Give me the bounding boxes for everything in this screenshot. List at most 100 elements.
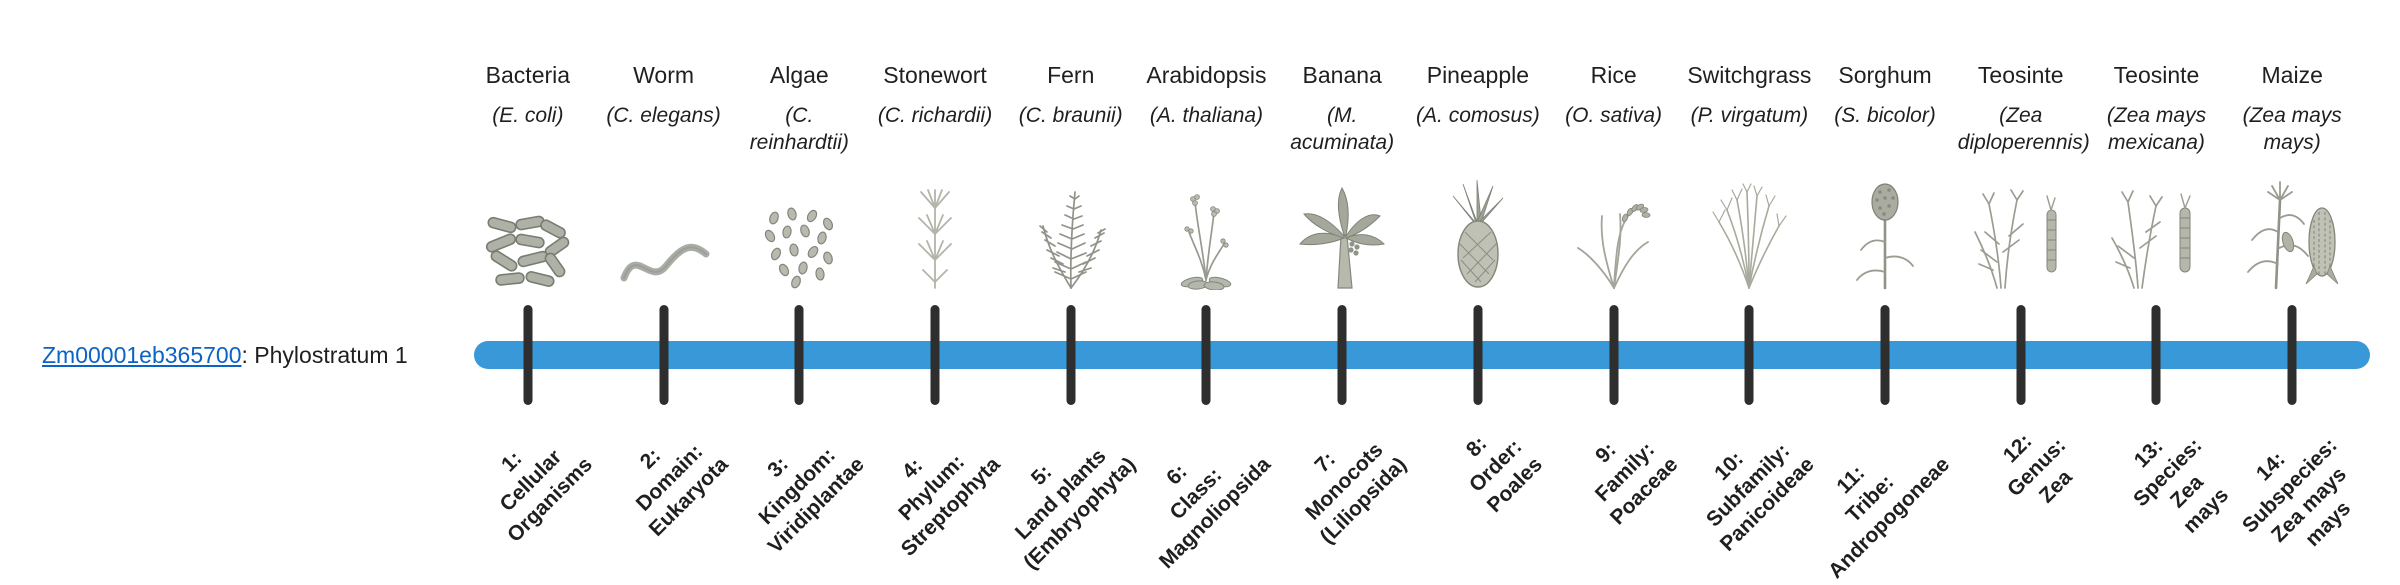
fern-icon — [1038, 191, 1106, 289]
phylostratum-tick — [2151, 305, 2161, 405]
pineapple-icon — [1452, 179, 1504, 288]
phylostratum-column: Switchgrass (P. virgatum) 10: Subfamily:… — [1681, 0, 1818, 580]
organism-name: Teosinte — [1977, 62, 2064, 88]
organism-scientific-name: (C. elegans) — [606, 104, 721, 127]
phylostratum-column: Sorghum (S. bicolor) 11: Tribe: Andropog… — [1817, 0, 1954, 583]
organism-illustration — [1681, 162, 1817, 290]
organism-illustration — [1003, 162, 1139, 290]
organism-scientific-name: (A. comosus) — [1416, 104, 1540, 127]
phylostratum-tick — [1473, 305, 1483, 405]
organism-illustration — [1953, 162, 2089, 290]
organism-name: Stonewort — [883, 62, 987, 88]
organism-illustration — [1546, 162, 1682, 290]
organism-scientific-name: (E. coli) — [492, 104, 564, 127]
maize-icon — [2247, 181, 2339, 290]
switchgrass-icon — [1712, 183, 1787, 289]
phylostratum-tick — [1201, 305, 1211, 405]
phylostratum-tick — [659, 305, 669, 405]
arabidopsis-icon — [1181, 194, 1232, 290]
phylostratum-tick — [1337, 305, 1347, 405]
phylostratum-tick — [2016, 305, 2026, 405]
organism-scientific-name: (Zea diploperennis) — [1957, 104, 2090, 155]
gene-link[interactable]: Zm00001eb365700 — [42, 342, 242, 368]
phylostrata-bar — [474, 341, 2370, 369]
phylostratum-column: Bacteria (E. coli) 1: Cellular Organisms — [460, 0, 597, 580]
phylostratum-label: 7: Monocots (Liliopsida) — [1301, 438, 1412, 549]
phylostratum-tick — [1744, 305, 1754, 405]
phylostratum-tick — [1880, 305, 1890, 405]
phylostratum-column: Arabidopsis (A. thaliana) 6: Class: Magn… — [1139, 0, 1275, 580]
organism-illustration — [2224, 162, 2360, 290]
organism-illustration — [1410, 162, 1546, 290]
phylostratum-column: Teosinte (Zea mays mexicana) 13: Species… — [2089, 0, 2233, 580]
organism-name: Worm — [633, 62, 695, 88]
phylostratum-tick — [930, 305, 940, 405]
organism-illustration — [731, 162, 867, 290]
phylostratum-label: 4: Phylum: Streptophyta — [893, 450, 1004, 561]
phylostratum-column: Maize (Zea mays mays) 14: Subspecies: Ze… — [2224, 0, 2360, 580]
organism-illustration — [867, 162, 1003, 290]
phylostratum-column: Fern (C. braunii) 5: Land plants (Embryo… — [1003, 0, 1139, 580]
bacteria-icon — [485, 215, 570, 287]
phylostratum-label: 6: Class: Magnoliopsida — [1155, 452, 1276, 573]
algae-icon — [765, 207, 834, 289]
phylostratum-label: 3: Kingdom: Viridiplantae — [753, 443, 869, 558]
phylostratum-tick — [2287, 305, 2297, 405]
phylostratum-tick — [794, 305, 804, 405]
organism-name: Algae — [769, 62, 829, 88]
organism-name: Bacteria — [485, 62, 571, 88]
phylostratum-column: Rice (O. sativa) 9: Family: Poaceae — [1546, 0, 1682, 580]
organism-scientific-name: (C. braunii) — [1018, 104, 1123, 127]
organism-scientific-name: (O. sativa) — [1565, 104, 1663, 127]
organism-scientific-name: (S. bicolor) — [1834, 104, 1936, 127]
phylostratum-label: 14: Subspecies: Zea mays mays — [2238, 433, 2356, 551]
phylostratum-tick — [1609, 305, 1619, 405]
phylostratum-suffix: : Phylostratum 1 — [241, 342, 408, 368]
phylostratum-label: 8: Order: Poales — [1462, 432, 1547, 517]
phylostratum-column: Banana (M. acuminata) 7: Monocots (Lilio… — [1274, 0, 1412, 580]
phylostratum-label: 12: Genus: Zea — [1999, 429, 2077, 508]
phylostratum-label: 1: Cellular Organisms — [495, 445, 597, 547]
phylostrata-columns: Bacteria (E. coli) 1: Cellular Organisms… — [460, 0, 2360, 583]
organism-illustration — [596, 162, 732, 290]
organism-illustration — [460, 162, 596, 290]
organism-name: Switchgrass — [1687, 62, 1812, 88]
organism-scientific-name: (M. acuminata) — [1290, 104, 1395, 155]
organism-illustration — [1139, 162, 1275, 290]
organism-scientific-name: (C. reinhardtii) — [749, 104, 849, 155]
organism-name: Maize — [2261, 62, 2323, 88]
organism-scientific-name: (Zea mays mexicana) — [2106, 104, 2207, 155]
organism-name: Sorghum — [1838, 62, 1932, 88]
teosinte-mex-icon — [2111, 190, 2192, 289]
phylostratum-column: Algae (C. reinhardtii) 3: Kingdom: Virid… — [731, 0, 869, 580]
phylostratum-label: 9: Family: Poaceae — [1591, 437, 1683, 530]
banana-icon — [1299, 186, 1386, 289]
organism-illustration — [2089, 162, 2225, 290]
organism-illustration — [1817, 162, 1953, 290]
rice-icon — [1576, 203, 1650, 289]
gene-phylostratum-caption: Zm00001eb365700: Phylostratum 1 — [42, 342, 408, 369]
phylostratum-column: Worm (C. elegans) 2: Domain: Eukaryota — [596, 0, 732, 580]
organism-name: Rice — [1590, 62, 1637, 88]
teosinte-diplo-icon — [1973, 189, 2057, 289]
worm-icon — [620, 243, 710, 282]
phylostratum-column: Stonewort (C. richardii) 4: Phylum: Stre… — [867, 0, 1004, 580]
phylostratum-column: Pineapple (A. comosus) 8: Order: Poales — [1410, 0, 1547, 580]
organism-scientific-name: (P. virgatum) — [1690, 104, 1809, 127]
organism-name: Fern — [1047, 62, 1095, 88]
organism-name: Teosinte — [2113, 62, 2200, 88]
phylostratum-tick — [523, 305, 533, 405]
phylostratum-label: 5: Land plants (Embryophyta) — [1010, 444, 1140, 574]
organism-name: Pineapple — [1426, 62, 1530, 88]
organism-name: Arabidopsis — [1146, 62, 1267, 88]
organism-scientific-name: (C. richardii) — [877, 104, 993, 127]
phylostratum-label: 2: Domain: Eukaryota — [631, 439, 733, 541]
organism-illustration — [1274, 162, 1410, 290]
sorghum-icon — [1856, 183, 1914, 290]
phylostratum-column: Teosinte (Zea diploperennis) 12: Genus: … — [1953, 0, 2090, 580]
stonewort-icon — [918, 189, 952, 289]
organism-scientific-name: (A. thaliana) — [1149, 104, 1264, 127]
organism-name: Banana — [1302, 62, 1382, 88]
phylostratum-tick — [1066, 305, 1076, 405]
